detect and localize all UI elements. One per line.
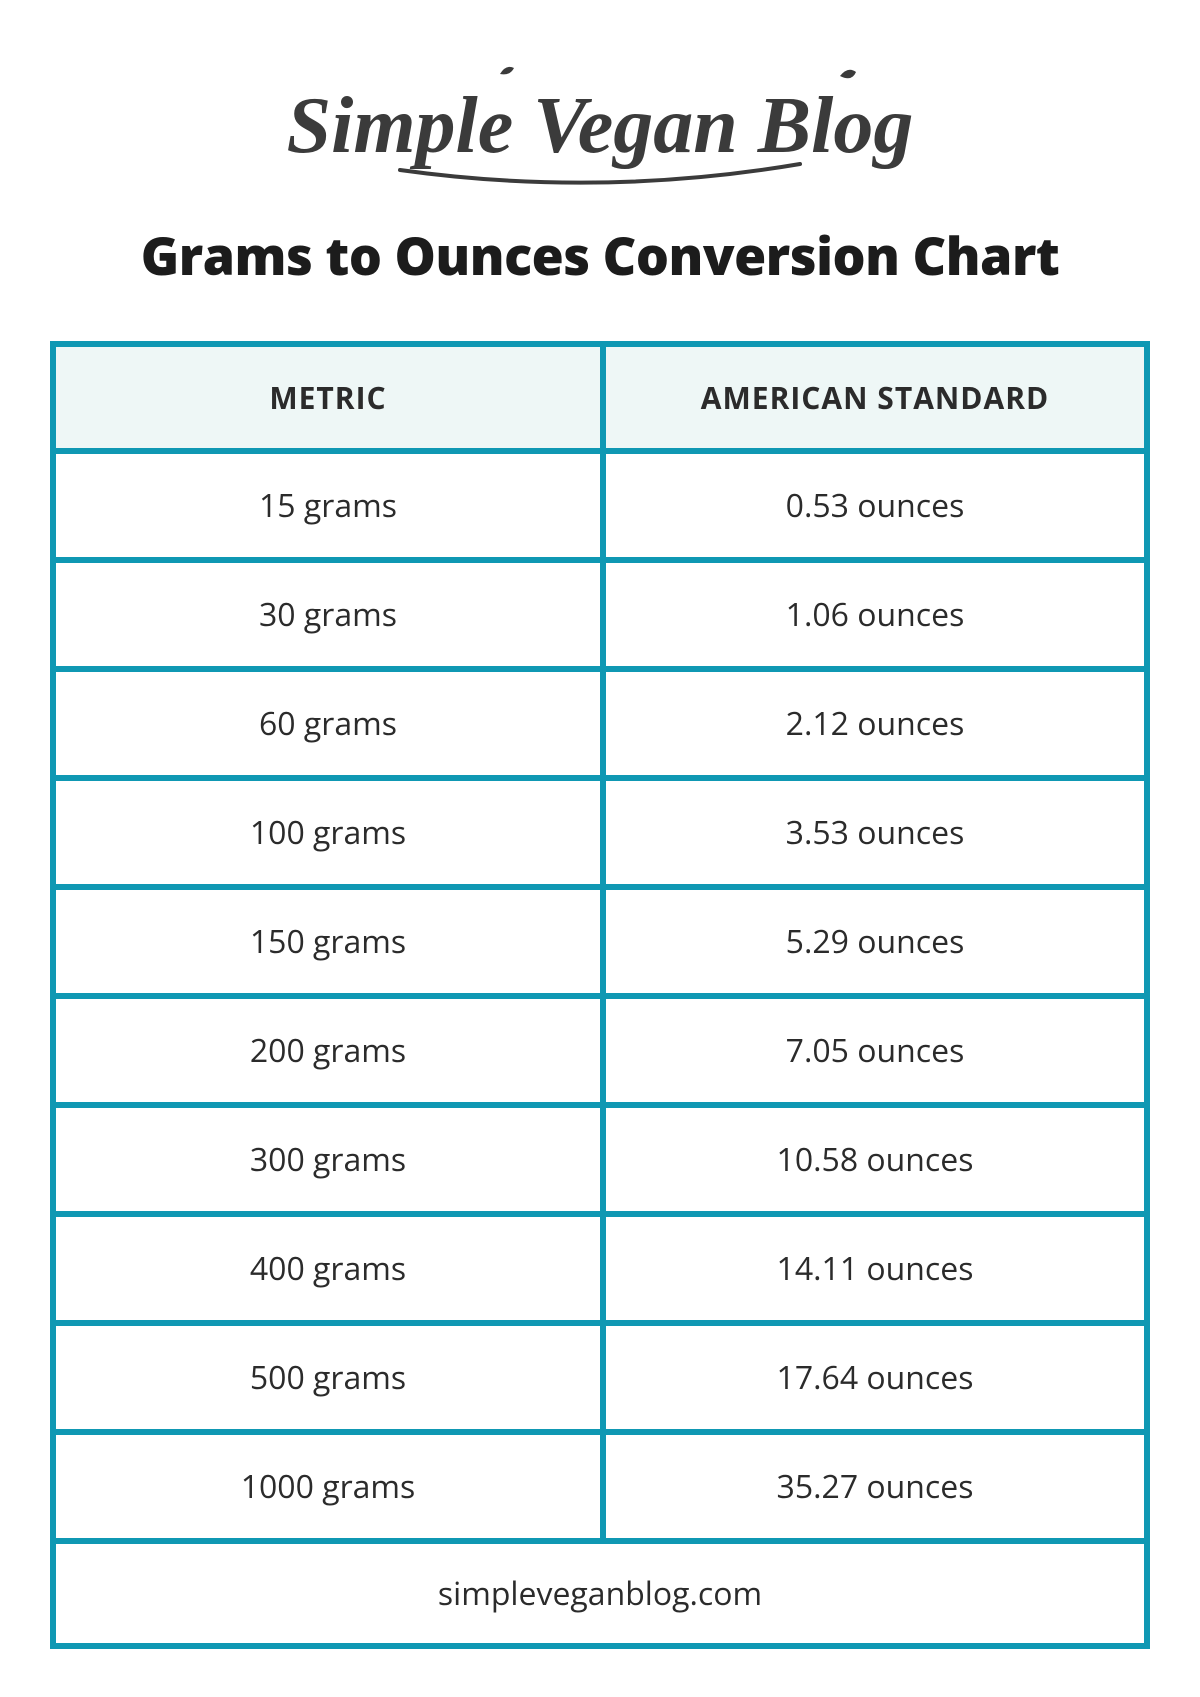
table-footer-row: simpleveganblog.com xyxy=(56,1544,1144,1643)
site-logo: Simple Vegan Blog xyxy=(280,60,920,190)
svg-text:Simple Vegan Blog: Simple Vegan Blog xyxy=(287,82,914,170)
table-row: 150 grams5.29 ounces xyxy=(56,890,1144,999)
table-cell: 400 grams xyxy=(56,1217,600,1320)
table-row: 60 grams2.12 ounces xyxy=(56,672,1144,781)
table-row: 300 grams10.58 ounces xyxy=(56,1108,1144,1217)
table-row: 30 grams1.06 ounces xyxy=(56,563,1144,672)
table-header-cell: METRIC xyxy=(56,347,600,448)
site-url: simpleveganblog.com xyxy=(56,1544,1144,1643)
table-header-row: METRICAMERICAN STANDARD xyxy=(56,347,1144,454)
table-cell: 150 grams xyxy=(56,890,600,993)
conversion-table: METRICAMERICAN STANDARD15 grams0.53 ounc… xyxy=(50,341,1150,1649)
table-cell: 60 grams xyxy=(56,672,600,775)
table-row: 500 grams17.64 ounces xyxy=(56,1326,1144,1435)
table-cell: 35.27 ounces xyxy=(600,1435,1144,1538)
table-row: 1000 grams35.27 ounces xyxy=(56,1435,1144,1544)
table-cell: 1000 grams xyxy=(56,1435,600,1538)
page-title: Grams to Ounces Conversion Chart xyxy=(141,220,1060,291)
table-cell: 17.64 ounces xyxy=(600,1326,1144,1429)
table-cell: 30 grams xyxy=(56,563,600,666)
table-cell: 5.29 ounces xyxy=(600,890,1144,993)
table-cell: 200 grams xyxy=(56,999,600,1102)
table-cell: 3.53 ounces xyxy=(600,781,1144,884)
table-cell: 10.58 ounces xyxy=(600,1108,1144,1211)
table-cell: 14.11 ounces xyxy=(600,1217,1144,1320)
table-cell: 100 grams xyxy=(56,781,600,884)
table-cell: 1.06 ounces xyxy=(600,563,1144,666)
table-row: 100 grams3.53 ounces xyxy=(56,781,1144,890)
table-row: 200 grams7.05 ounces xyxy=(56,999,1144,1108)
table-cell: 7.05 ounces xyxy=(600,999,1144,1102)
table-cell: 500 grams xyxy=(56,1326,600,1429)
table-row: 15 grams0.53 ounces xyxy=(56,454,1144,563)
table-cell: 2.12 ounces xyxy=(600,672,1144,775)
table-cell: 300 grams xyxy=(56,1108,600,1211)
table-cell: 15 grams xyxy=(56,454,600,557)
table-cell: 0.53 ounces xyxy=(600,454,1144,557)
table-row: 400 grams14.11 ounces xyxy=(56,1217,1144,1326)
table-header-cell: AMERICAN STANDARD xyxy=(600,347,1144,448)
